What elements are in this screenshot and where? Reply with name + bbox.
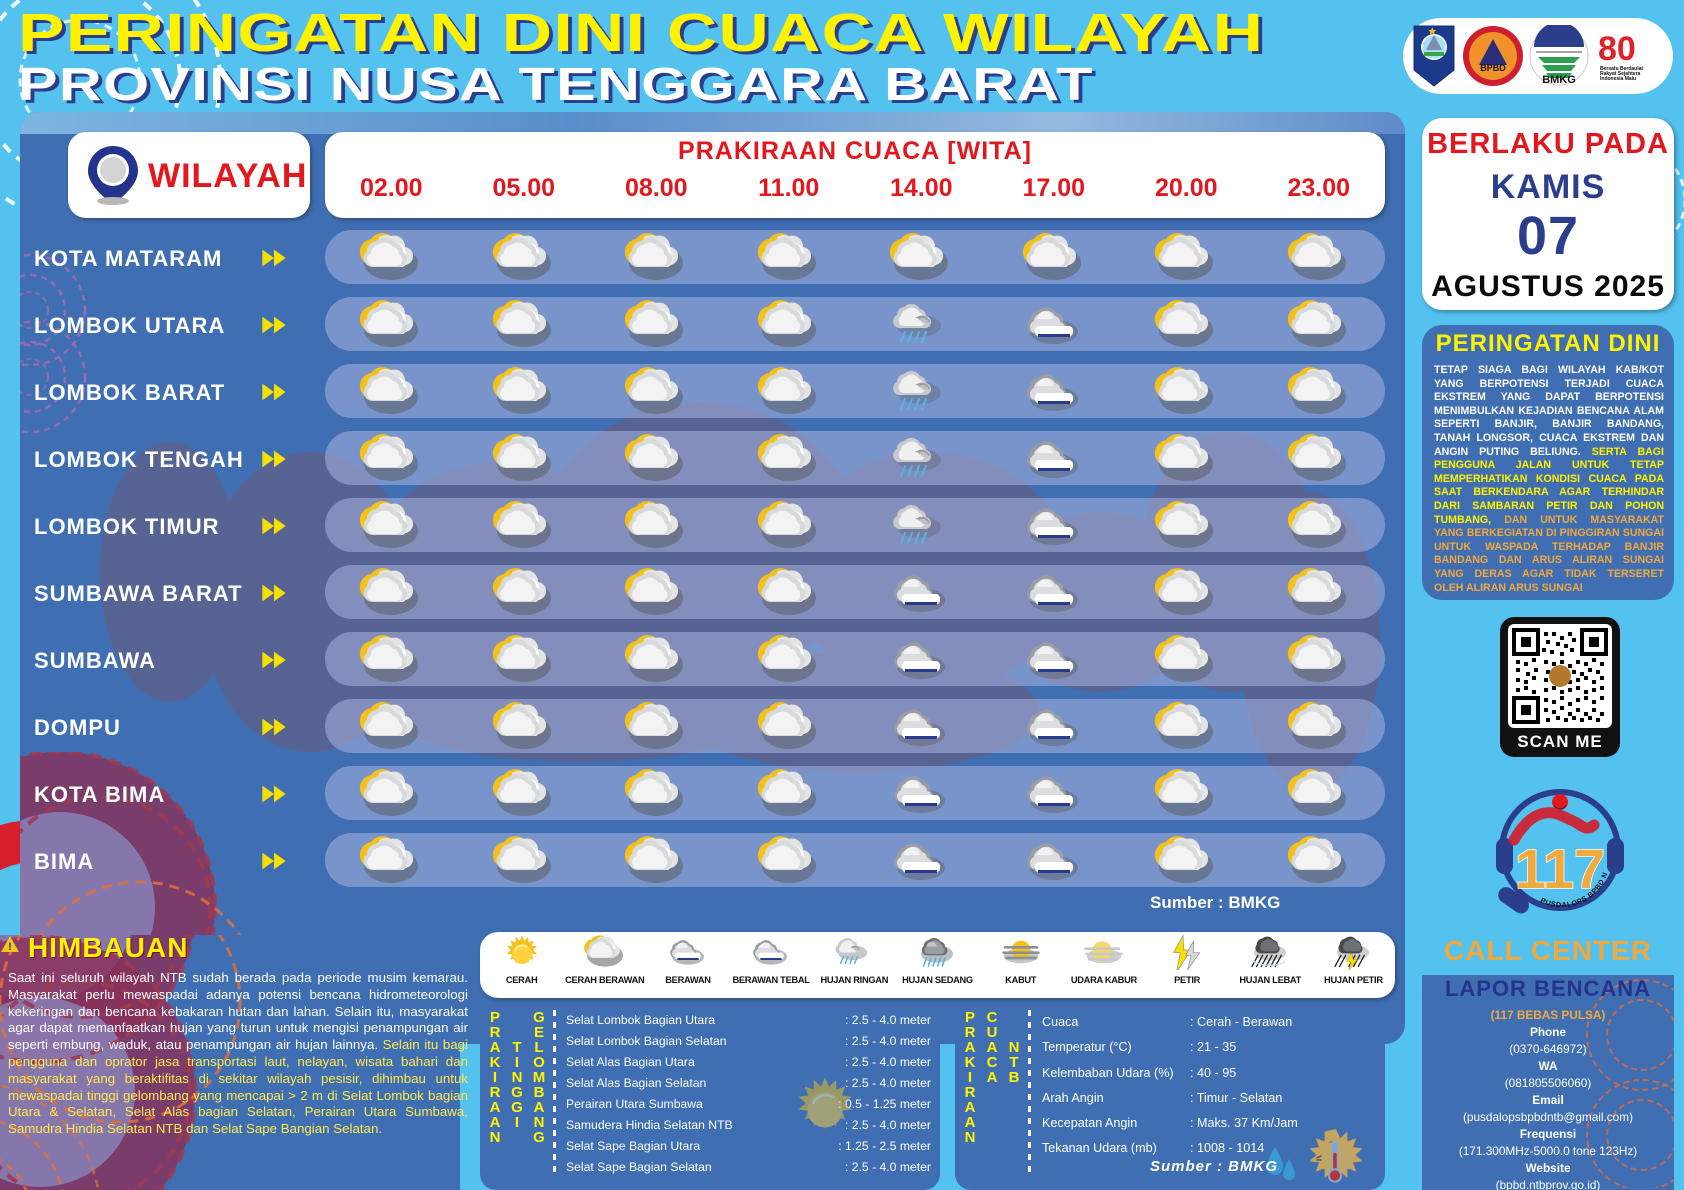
svg-text:Indonesia Maju: Indonesia Maju xyxy=(1600,76,1636,80)
svg-text:BMKG: BMKG xyxy=(1542,74,1576,86)
svg-text:80: 80 xyxy=(1598,30,1636,68)
svg-text:BPBD: BPBD xyxy=(1480,63,1506,73)
svg-text:!: ! xyxy=(8,941,12,953)
